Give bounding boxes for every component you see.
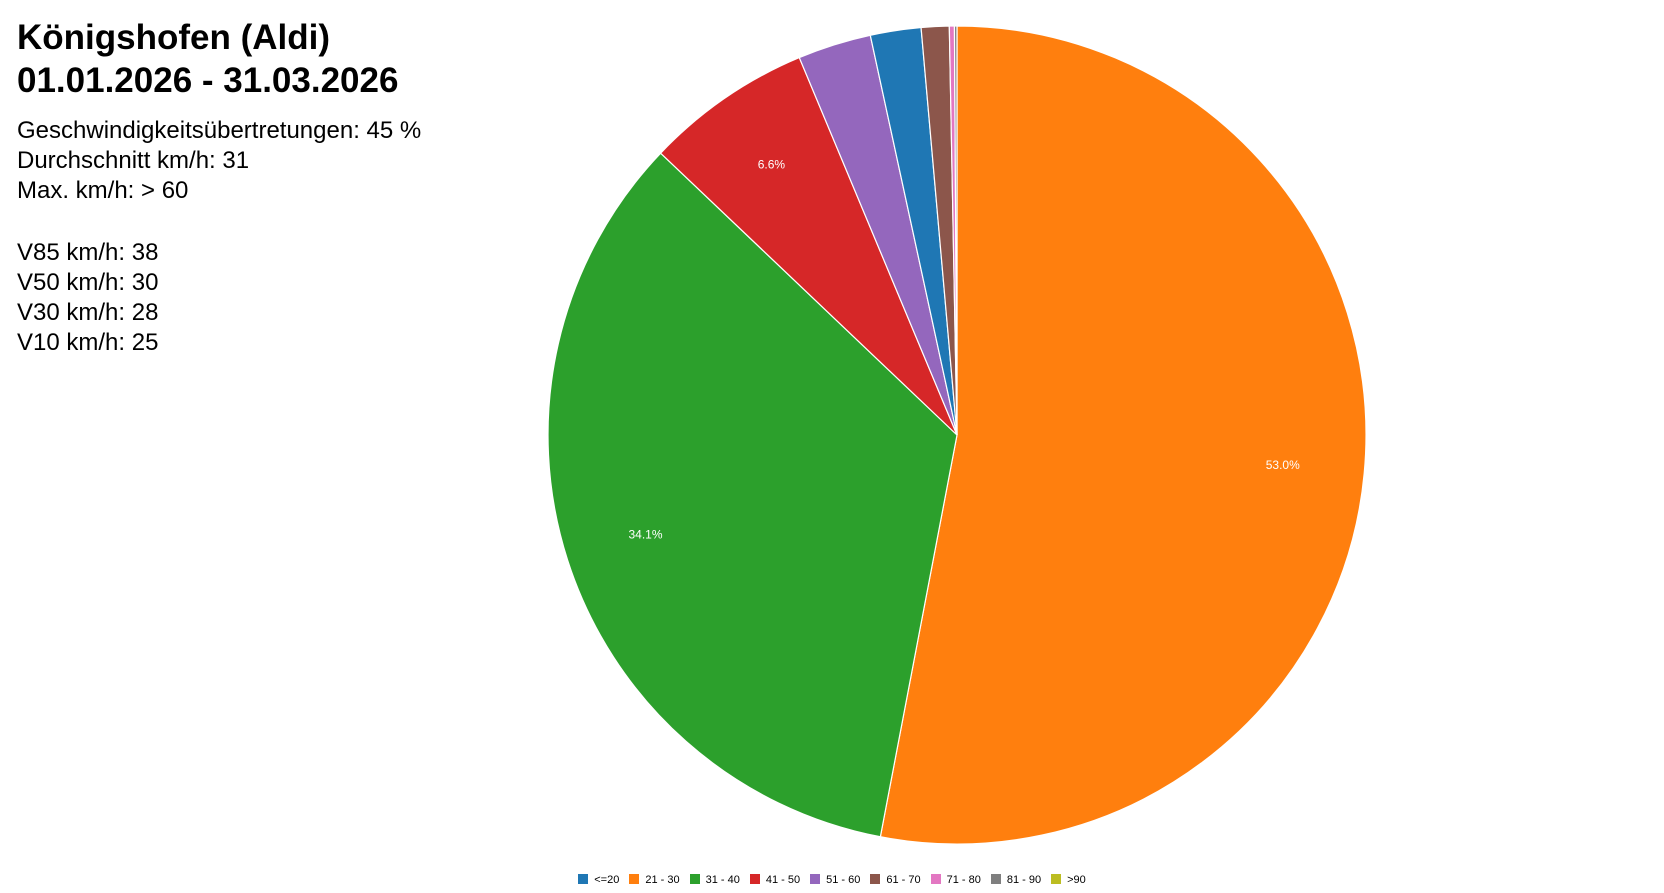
legend-swatch — [749, 874, 760, 884]
legend-label: >90 — [1067, 874, 1086, 886]
legend-item-71-80[interactable]: 71 - 80 — [930, 874, 981, 887]
slice-label-21-30: 53.0% — [1266, 458, 1300, 472]
legend-item-51-60[interactable]: 51 - 60 — [810, 874, 860, 887]
pie-slice-21-30 — [879, 25, 1367, 845]
pie-slice-31-40 — [547, 152, 958, 838]
legend-item-61-70[interactable]: 61 - 70 — [870, 874, 921, 887]
legend-swatch — [578, 874, 589, 884]
info-panel: Königshofen (Aldi) 01.01.2026 - 31.03.20… — [17, 16, 497, 358]
legend-item-41-50[interactable]: 41 - 50 — [749, 874, 801, 887]
chart-title: Königshofen (Aldi) — [17, 18, 331, 57]
legend-item-21-30[interactable]: 21 - 30 — [629, 874, 680, 887]
legend-label: 81 - 90 — [1006, 874, 1042, 886]
v50-speed: V50 km/h: 30 — [17, 269, 159, 296]
legend-swatch — [810, 874, 821, 884]
date-range: 01.01.2026 - 31.03.2026 — [17, 61, 399, 100]
pie-slice-41-50 — [659, 56, 958, 436]
legend-swatch — [629, 874, 640, 884]
legend-label: 31 - 40 — [705, 874, 740, 886]
legend-label: 21 - 30 — [645, 874, 680, 886]
legend-label: 51 - 60 — [826, 874, 861, 886]
legend-label: 41 - 50 — [765, 874, 801, 886]
chart-legend: <=20 21 - 30 31 - 40 41 - 50 51 - 60 61 - 70 7… — [0, 874, 1664, 887]
legend-label: 71 - 80 — [946, 874, 981, 886]
legend-swatch — [990, 874, 1001, 884]
legend-item-20[interactable]: <=20 — [578, 874, 619, 887]
max-speed: Max. km/h: > 60 — [17, 177, 189, 204]
legend-item-90[interactable]: >90 — [1051, 874, 1086, 887]
slice-label-31-40: 34.1% — [628, 527, 662, 541]
speeding-share: Geschwindigkeitsübertretungen: 45 % — [17, 117, 422, 144]
legend-label: 61 - 70 — [886, 874, 921, 886]
legend-swatch — [689, 874, 700, 884]
slice-label-41-50: 6.6% — [758, 158, 786, 172]
legend-swatch — [1051, 874, 1062, 884]
pie-slice-81-90 — [953, 25, 958, 436]
legend-swatch — [870, 874, 881, 884]
legend-item-81-90[interactable]: 81 - 90 — [990, 874, 1042, 887]
legend-swatch — [930, 874, 941, 884]
v85-speed: V85 km/h: 38 — [17, 239, 159, 266]
average-speed: Durchschnitt km/h: 31 — [17, 147, 250, 174]
legend-item-31-40[interactable]: 31 - 40 — [689, 874, 740, 887]
stats-block: Geschwindigkeitsübertretungen: 45 % Durc… — [17, 116, 497, 358]
v30-speed: V30 km/h: 28 — [17, 299, 159, 326]
v10-speed: V10 km/h: 25 — [17, 329, 159, 356]
legend-label: <=20 — [594, 874, 620, 886]
